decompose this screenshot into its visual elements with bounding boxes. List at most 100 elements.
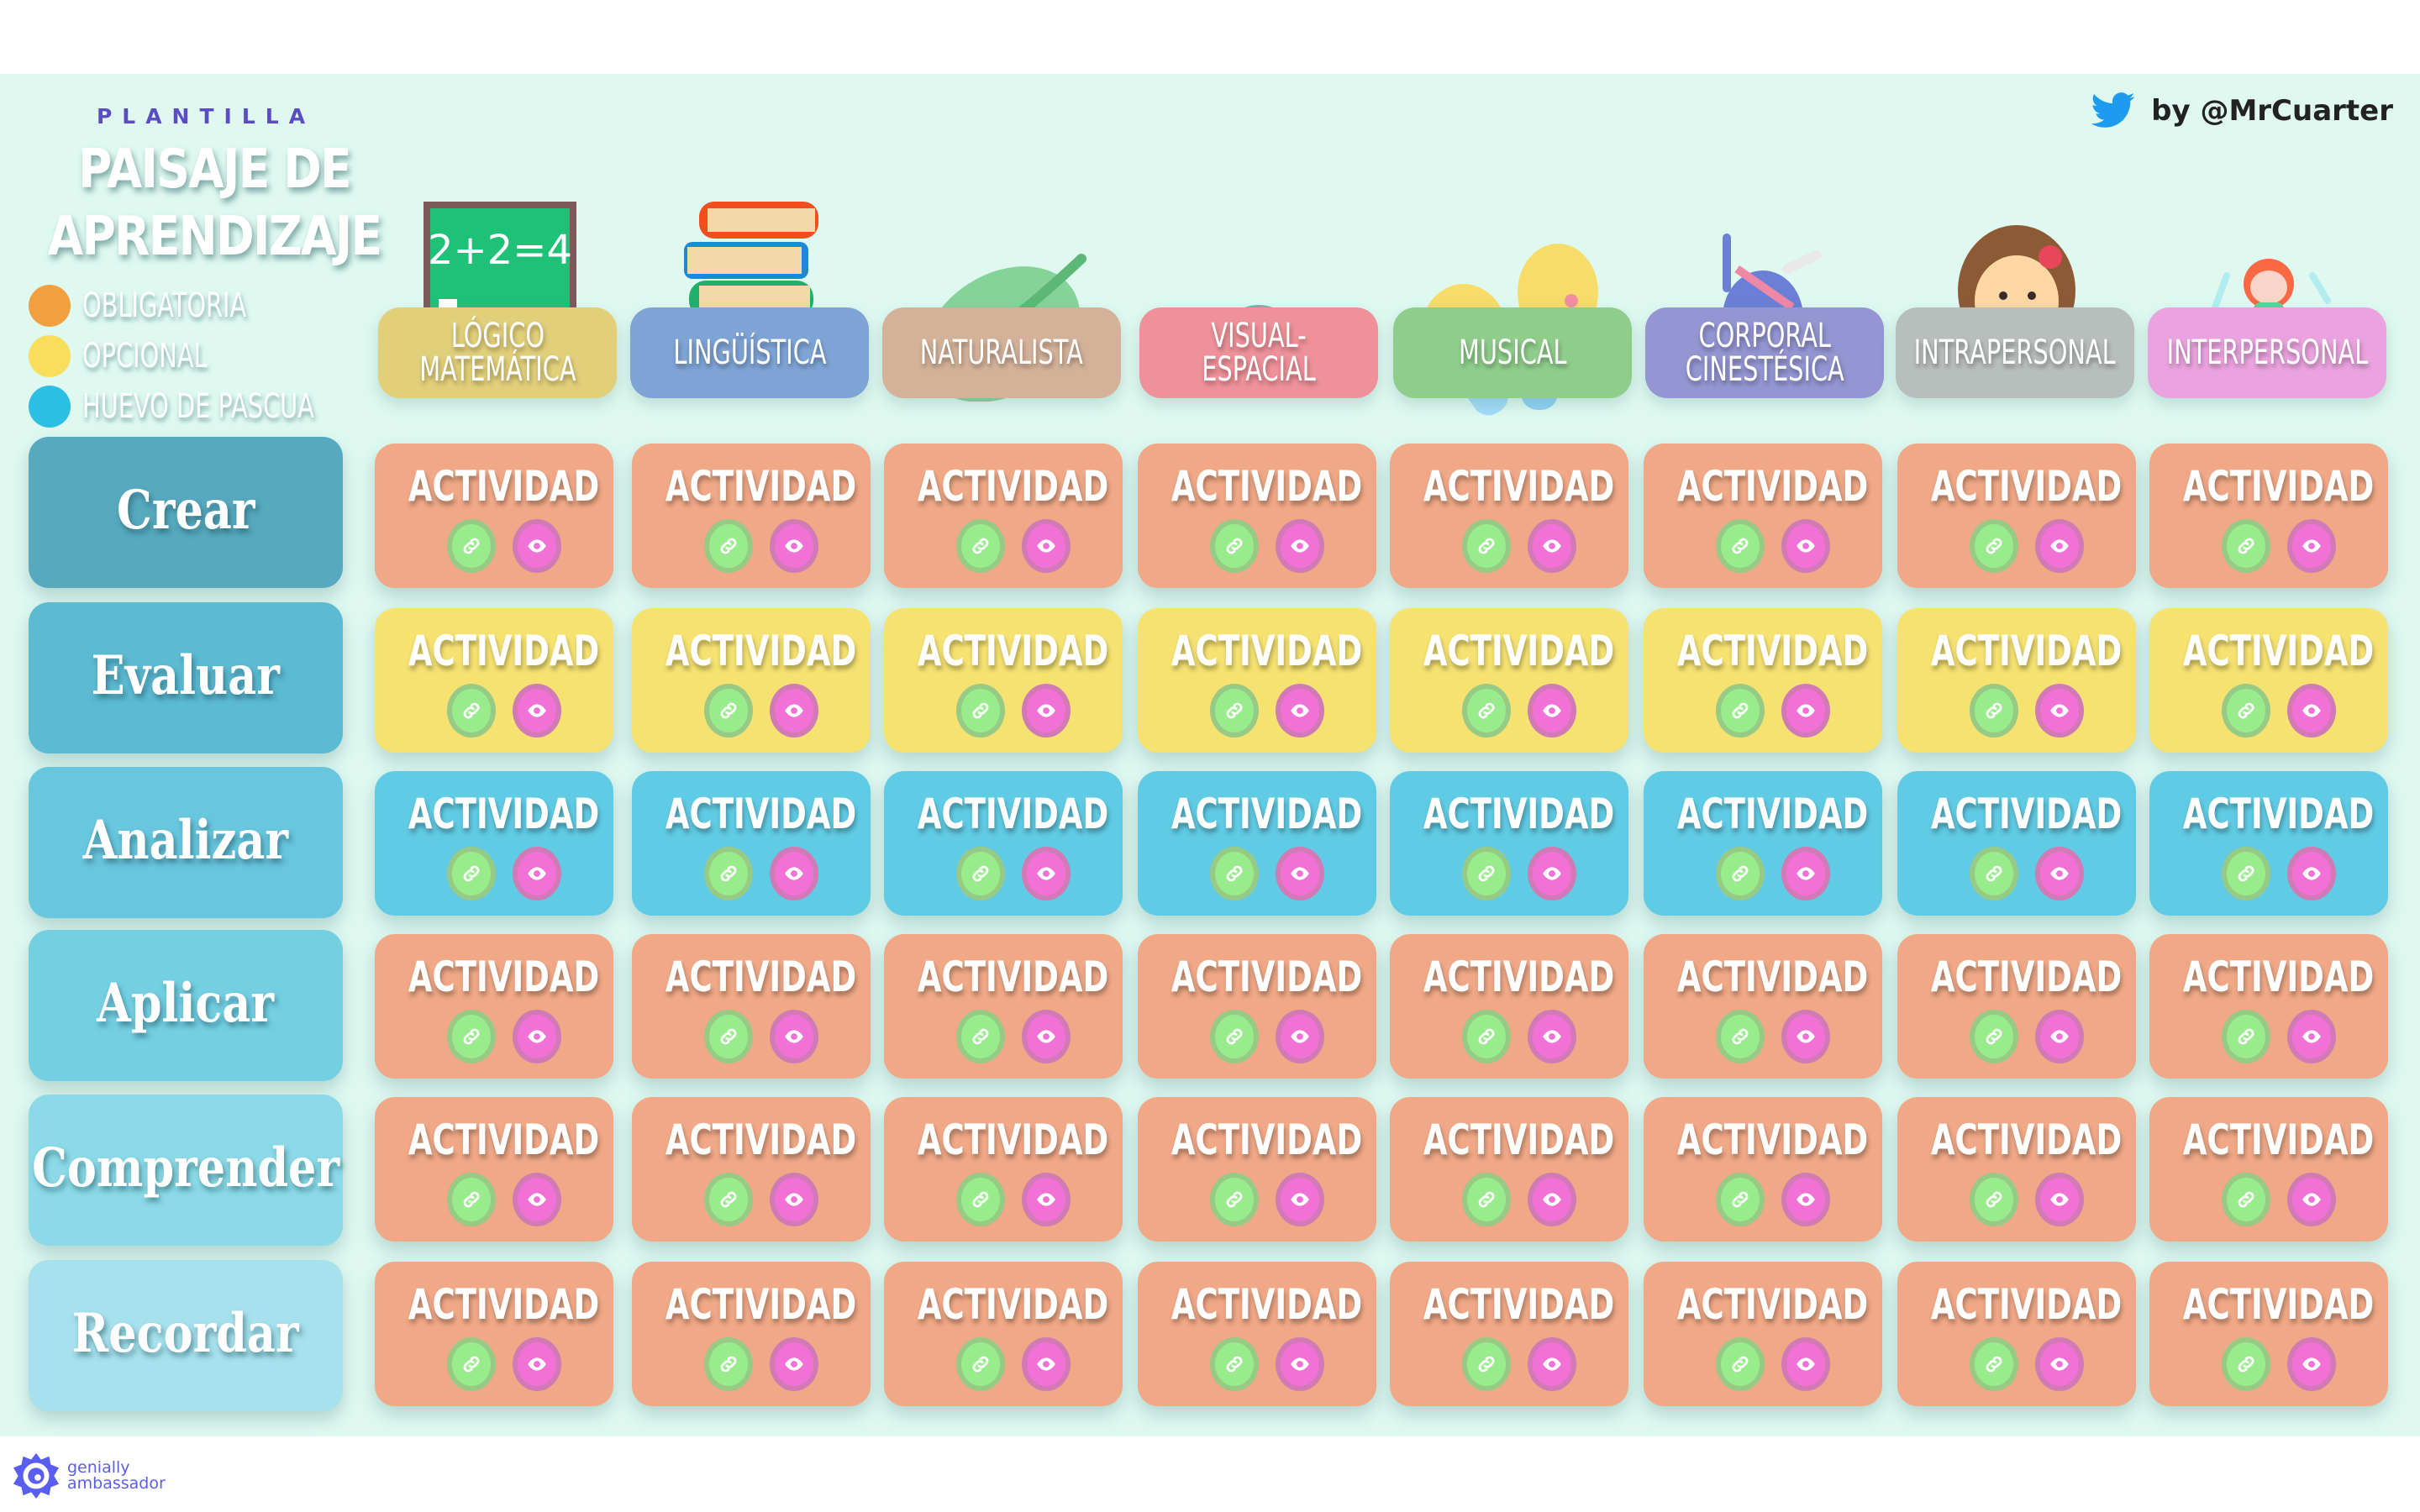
view-button[interactable] (1022, 847, 1071, 900)
link-button[interactable] (2222, 1010, 2270, 1063)
view-button[interactable] (2035, 1173, 2084, 1226)
link-button[interactable] (447, 1173, 496, 1226)
view-button[interactable] (2287, 1337, 2336, 1391)
view-button[interactable] (1528, 1010, 1576, 1063)
view-button[interactable] (1528, 684, 1576, 738)
link-button[interactable] (956, 1010, 1005, 1063)
link-button[interactable] (447, 684, 496, 738)
link-button[interactable] (704, 684, 753, 738)
link-button[interactable] (704, 847, 753, 900)
link-button[interactable] (447, 847, 496, 900)
view-button[interactable] (2035, 684, 2084, 738)
view-button[interactable] (513, 847, 561, 900)
link-button[interactable] (704, 519, 753, 573)
view-button[interactable] (2035, 847, 2084, 900)
view-button[interactable] (1528, 1337, 1576, 1391)
link-button[interactable] (447, 1337, 496, 1391)
link-button[interactable] (1210, 847, 1259, 900)
view-button[interactable] (770, 1010, 818, 1063)
link-button[interactable] (447, 1010, 496, 1063)
view-button[interactable] (2287, 684, 2336, 738)
view-button[interactable] (1781, 1337, 1830, 1391)
link-button[interactable] (1462, 1173, 1511, 1226)
view-button[interactable] (770, 847, 818, 900)
link-button[interactable] (2222, 1173, 2270, 1226)
author-credit[interactable]: by @MrCuarter (2091, 92, 2393, 129)
view-button[interactable] (2287, 1173, 2336, 1226)
view-button[interactable] (1022, 1010, 1071, 1063)
view-button[interactable] (1781, 519, 1830, 573)
link-button[interactable] (1210, 1337, 1259, 1391)
view-button[interactable] (1276, 519, 1324, 573)
view-button[interactable] (513, 1173, 561, 1226)
view-button[interactable] (513, 1010, 561, 1063)
link-button[interactable] (2222, 519, 2270, 573)
link-button[interactable] (1210, 519, 1259, 573)
link-button[interactable] (1970, 1173, 2018, 1226)
view-button[interactable] (1022, 684, 1071, 738)
view-button[interactable] (1276, 1173, 1324, 1226)
view-button[interactable] (1781, 1173, 1830, 1226)
link-button[interactable] (956, 1337, 1005, 1391)
view-button[interactable] (1781, 684, 1830, 738)
link-button[interactable] (1462, 847, 1511, 900)
view-button[interactable] (1276, 1010, 1324, 1063)
link-button[interactable] (704, 1337, 753, 1391)
view-button[interactable] (1528, 847, 1576, 900)
view-button[interactable] (770, 1337, 818, 1391)
view-button[interactable] (2287, 847, 2336, 900)
link-button[interactable] (2222, 1337, 2270, 1391)
link-button[interactable] (1210, 1010, 1259, 1063)
link-button[interactable] (447, 519, 496, 573)
link-button[interactable] (1462, 519, 1511, 573)
view-button[interactable] (1781, 1010, 1830, 1063)
link-button[interactable] (1716, 1173, 1765, 1226)
view-button[interactable] (513, 684, 561, 738)
link-button[interactable] (1716, 1337, 1765, 1391)
link-button[interactable] (2222, 684, 2270, 738)
view-button[interactable] (1276, 847, 1324, 900)
view-button[interactable] (513, 519, 561, 573)
link-button[interactable] (1210, 684, 1259, 738)
link-button[interactable] (1716, 1010, 1765, 1063)
view-button[interactable] (513, 1337, 561, 1391)
link-button[interactable] (704, 1173, 753, 1226)
link-button[interactable] (1970, 1337, 2018, 1391)
link-button[interactable] (1462, 1010, 1511, 1063)
view-button[interactable] (770, 684, 818, 738)
link-button[interactable] (956, 847, 1005, 900)
view-button[interactable] (2287, 519, 2336, 573)
link-button[interactable] (1716, 519, 1765, 573)
view-button[interactable] (1276, 684, 1324, 738)
view-button[interactable] (1528, 1173, 1576, 1226)
author-handle[interactable]: by @MrCuarter (2151, 94, 2393, 128)
view-button[interactable] (2035, 519, 2084, 573)
view-button[interactable] (1528, 519, 1576, 573)
link-button[interactable] (956, 684, 1005, 738)
link-button[interactable] (704, 1010, 753, 1063)
link-button[interactable] (1970, 1010, 2018, 1063)
link-button[interactable] (956, 519, 1005, 573)
link-button[interactable] (1716, 847, 1765, 900)
link-button[interactable] (1716, 684, 1765, 738)
view-button[interactable] (2035, 1337, 2084, 1391)
link-button[interactable] (1210, 1173, 1259, 1226)
genially-ambassador-badge[interactable]: genially ambassador (12, 1452, 166, 1500)
view-button[interactable] (1022, 519, 1071, 573)
view-button[interactable] (1781, 847, 1830, 900)
view-button[interactable] (770, 519, 818, 573)
view-button[interactable] (770, 1173, 818, 1226)
link-button[interactable] (1462, 684, 1511, 738)
link-button[interactable] (956, 1173, 1005, 1226)
view-button[interactable] (2035, 1010, 2084, 1063)
view-button[interactable] (1022, 1173, 1071, 1226)
view-button[interactable] (2287, 1010, 2336, 1063)
view-button[interactable] (1276, 1337, 1324, 1391)
link-button[interactable] (2222, 847, 2270, 900)
activity-label: ACTIVIDAD (1423, 790, 1615, 838)
link-button[interactable] (1462, 1337, 1511, 1391)
view-button[interactable] (1022, 1337, 1071, 1391)
link-button[interactable] (1970, 847, 2018, 900)
link-button[interactable] (1970, 684, 2018, 738)
link-button[interactable] (1970, 519, 2018, 573)
